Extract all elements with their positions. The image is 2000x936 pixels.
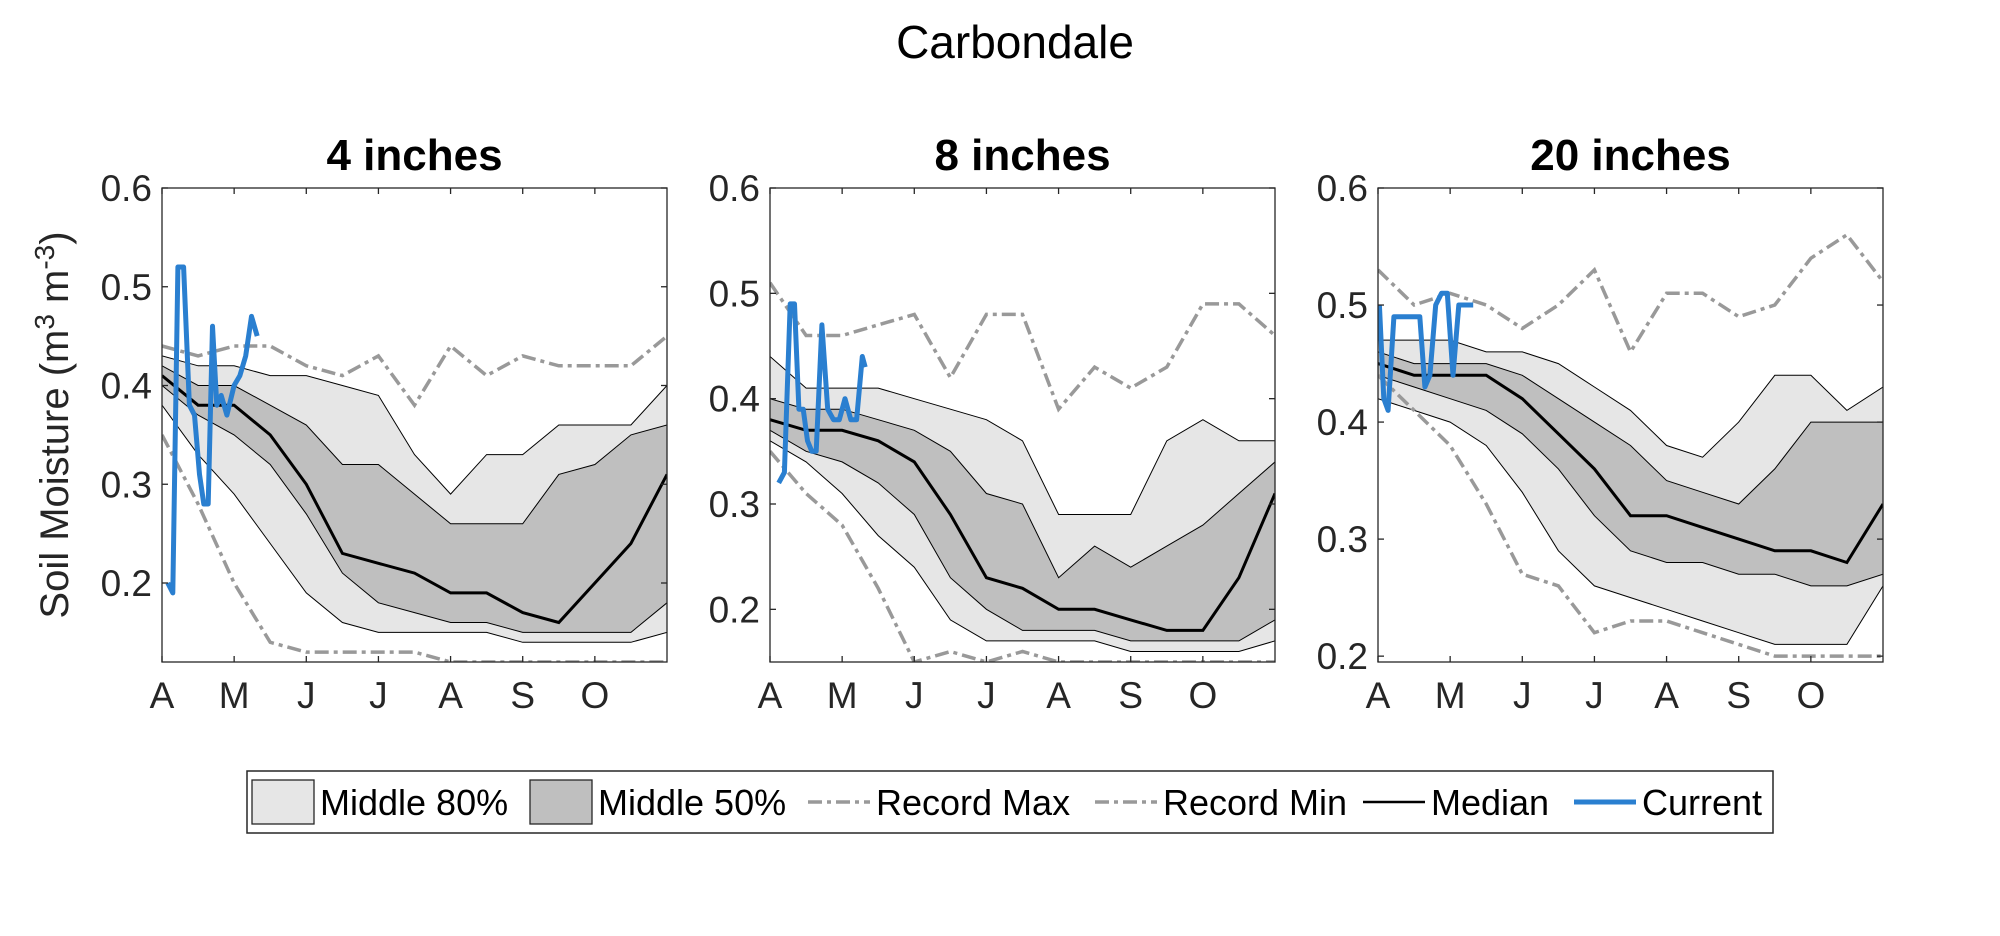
legend-item-band50: Middle 50%	[529, 779, 786, 825]
x-tick-label: J	[369, 675, 388, 716]
axes-frame	[161, 187, 668, 663]
percentile-line-p25	[1378, 374, 1883, 587]
legend-label-band80: Middle 80%	[320, 782, 508, 823]
band-middle-50	[1378, 351, 1883, 586]
record-min-line	[1378, 374, 1883, 658]
y-tick-label: 0.4	[1317, 402, 1368, 443]
legend-label-recmin: Record Min	[1163, 782, 1347, 823]
y-tick-label: 0.6	[101, 168, 152, 209]
x-tick-label: O	[580, 675, 609, 716]
x-tick-label: O	[1796, 675, 1825, 716]
y-tick-label: 0.2	[101, 563, 152, 604]
x-tick-label: J	[1585, 675, 1604, 716]
legend-label-band50: Middle 50%	[598, 782, 786, 823]
x-tick-label: A	[1046, 675, 1071, 716]
legend: Middle 80% Middle 50% Record Max Record Min…	[246, 770, 1774, 834]
legend-item-band80: Middle 80%	[251, 779, 508, 825]
band-middle-50	[162, 365, 667, 633]
record-max-line	[770, 281, 1275, 413]
x-tick-label: J	[297, 675, 316, 716]
y-tick-label: 0.5	[101, 267, 152, 308]
x-tick-label: O	[1188, 675, 1217, 716]
current-line	[165, 264, 260, 596]
median-line	[162, 374, 667, 625]
legend-swatch-band80	[251, 779, 315, 825]
panel-1: 0.2 0.3 0.4 0.5 0.6 A M J J A S O 4 inches	[101, 131, 668, 716]
plot-area	[162, 264, 667, 662]
percentile-line-p25	[770, 429, 1275, 642]
x-tick-label: M	[1435, 675, 1466, 716]
legend-box	[246, 770, 1774, 834]
x-tick-label: A	[1654, 675, 1679, 716]
record-min-line	[770, 450, 1275, 662]
y-tick-label: 0.2	[709, 589, 760, 630]
panel-2: 0.2 0.3 0.4 0.5 0.6 A M J J A S O 8 inches	[709, 131, 1276, 716]
y-tick-label: 0.6	[1317, 168, 1368, 209]
x-tick-label: J	[977, 675, 996, 716]
percentile-line-p10	[770, 440, 1275, 652]
percentile-line-p90	[770, 356, 1275, 515]
current-line	[776, 301, 868, 485]
panel-title: 4 inches	[326, 131, 502, 180]
x-tick-label: M	[827, 675, 858, 716]
legend-item-recmax: Record Max	[808, 782, 1070, 823]
y-axis-label: Soil Moisture (m3 m-3)	[29, 231, 77, 618]
x-tick-label: A	[1366, 675, 1391, 716]
y-tick-label: 0.4	[101, 366, 152, 407]
x-tick-label: S	[510, 675, 535, 716]
y-tick-label: 0.4	[709, 379, 760, 420]
record-min-line	[162, 434, 667, 662]
percentile-line-p10	[162, 404, 667, 643]
axes-frame	[1377, 187, 1884, 663]
panels-group: 0.20.30.40.50.6A M J J A S O4 inches0.20.30.40…	[101, 131, 1884, 716]
x-tick-label: A	[758, 675, 783, 716]
x-tick-label: J	[1513, 675, 1532, 716]
percentile-line-p75	[770, 398, 1275, 579]
median-line	[770, 418, 1275, 632]
legend-item-current: Current	[1574, 782, 1762, 823]
y-tick-label: 0.6	[709, 168, 760, 209]
x-tick-label: J	[905, 675, 924, 716]
percentile-line-p90	[1378, 339, 1883, 458]
band-middle-50	[770, 398, 1275, 641]
legend-label-median: Median	[1431, 782, 1549, 823]
percentile-line-p25	[162, 385, 667, 633]
legend-label-recmax: Record Max	[876, 782, 1070, 823]
legend-item-recmin: Record Min	[1095, 782, 1347, 823]
x-tick-label: A	[150, 675, 175, 716]
percentile-line-p10	[1378, 398, 1883, 645]
x-tick-label: A	[438, 675, 463, 716]
y-tick-label: 0.3	[101, 464, 152, 505]
current-line	[1378, 290, 1474, 413]
y-tick-label: 0.2	[1317, 636, 1368, 677]
plot-area	[1378, 232, 1883, 658]
x-tick-label: M	[219, 675, 250, 716]
y-tick-label: 0.5	[709, 273, 760, 314]
legend-label-current: Current	[1642, 782, 1762, 823]
percentile-line-p75	[1378, 351, 1883, 505]
legend-swatch-band50	[529, 779, 593, 825]
y-tick-label: 0.3	[1317, 519, 1368, 560]
y-tick-label: 0.5	[1317, 285, 1368, 326]
panel-3: 0.2 0.3 0.4 0.5 0.6 A M J J A S O 20 inches	[1317, 131, 1884, 716]
x-tick-label: S	[1726, 675, 1751, 716]
panel-title: 8 inches	[934, 131, 1110, 180]
y-tick-label: 0.3	[709, 484, 760, 525]
plot-area	[770, 281, 1275, 662]
axes-frame	[769, 187, 1276, 663]
percentile-line-p75	[162, 365, 667, 525]
percentile-line-p90	[162, 355, 667, 495]
x-tick-label: S	[1118, 675, 1143, 716]
figure-title: Carbondale	[896, 16, 1134, 68]
legend-item-median: Median	[1363, 782, 1549, 823]
median-line	[1378, 362, 1883, 565]
panel-title: 20 inches	[1530, 131, 1731, 180]
